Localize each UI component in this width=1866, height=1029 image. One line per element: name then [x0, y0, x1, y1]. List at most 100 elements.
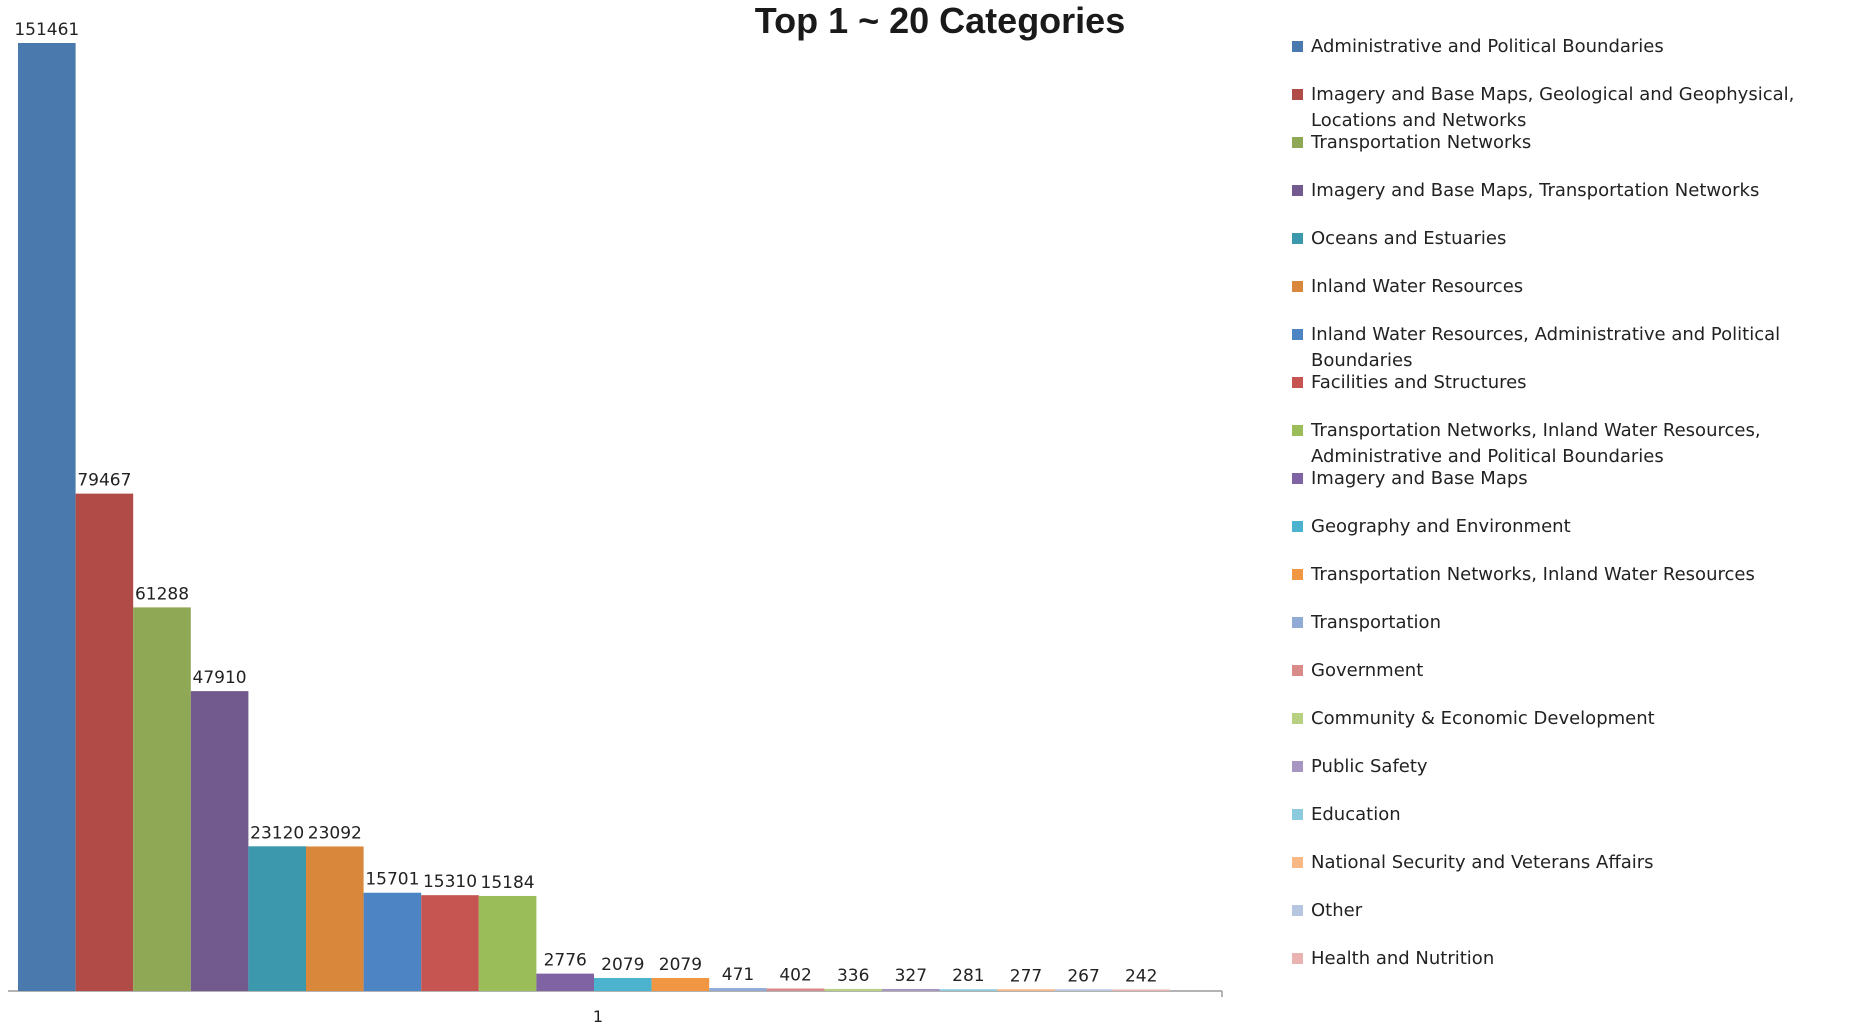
bar-value-label: 15184 — [481, 873, 535, 893]
bar-value-label: 277 — [1010, 966, 1042, 986]
chart-legend: Administrative and Political Boundaries I… — [1292, 34, 1862, 994]
legend-swatch — [1292, 569, 1303, 580]
legend-item: Inland Water Resources — [1292, 274, 1862, 300]
bar — [306, 846, 364, 991]
bar — [939, 989, 998, 991]
bar — [997, 989, 1055, 991]
legend-item: Education — [1292, 802, 1862, 828]
legend-swatch — [1292, 809, 1303, 820]
legend-swatch — [1292, 857, 1303, 868]
legend-swatch — [1292, 185, 1303, 196]
legend-label: Geography and Environment — [1311, 516, 1571, 537]
legend-item: Imagery and Base Maps, Transportation Ne… — [1292, 178, 1862, 204]
legend-swatch — [1292, 905, 1303, 916]
bar-value-label: 61288 — [135, 584, 189, 604]
legend-swatch — [1292, 41, 1303, 52]
bar — [363, 892, 422, 991]
legend-swatch — [1292, 281, 1303, 292]
bar-value-label: 2079 — [659, 955, 702, 975]
legend-label: Facilities and Structures — [1311, 372, 1527, 393]
legend-label: Government — [1311, 660, 1424, 681]
bar — [594, 977, 652, 991]
legend-label: National Security and Veterans Affairs — [1311, 852, 1654, 873]
legend-label: Imagery and Base Maps, Geological and Ge… — [1311, 84, 1795, 131]
legend-swatch — [1292, 425, 1303, 436]
legend-label: Administrative and Political Boundaries — [1311, 36, 1664, 57]
legend-swatch — [1292, 953, 1303, 964]
bar — [1054, 989, 1113, 991]
bar — [18, 43, 76, 991]
legend-swatch — [1292, 473, 1303, 484]
bar — [651, 977, 710, 991]
bar — [766, 988, 825, 991]
bar — [824, 988, 882, 991]
legend-item: Transportation — [1292, 610, 1862, 636]
legend-label: Transportation Networks, Inland Water Re… — [1311, 420, 1761, 467]
legend-label: Inland Water Resources — [1311, 276, 1524, 297]
legend-item: Facilities and Structures — [1292, 370, 1862, 396]
bar — [882, 988, 940, 991]
bar-value-label: 79467 — [77, 471, 131, 491]
bar — [536, 973, 594, 991]
legend-swatch — [1292, 377, 1303, 388]
legend-label: Imagery and Base Maps — [1311, 468, 1528, 489]
bar-value-label: 2776 — [544, 951, 587, 971]
legend-item: Health and Nutrition — [1292, 946, 1862, 972]
bar — [75, 493, 134, 991]
legend-swatch — [1292, 665, 1303, 676]
bar — [190, 691, 249, 991]
legend-item: Transportation Networks, Inland Water Re… — [1292, 418, 1862, 470]
legend-swatch — [1292, 617, 1303, 628]
legend-swatch — [1292, 329, 1303, 340]
legend-label: Health and Nutrition — [1311, 948, 1495, 969]
bar-value-label: 15701 — [365, 870, 419, 890]
bar — [421, 895, 479, 991]
bar-value-label: 267 — [1067, 966, 1099, 986]
legend-label: Transportation Networks — [1311, 132, 1532, 153]
legend-item: Transportation Networks, Inland Water Re… — [1292, 562, 1862, 588]
legend-label: Public Safety — [1311, 756, 1428, 777]
legend-swatch — [1292, 233, 1303, 244]
bar-value-label: 327 — [895, 966, 927, 986]
bar — [478, 895, 537, 991]
legend-label: Education — [1311, 804, 1401, 825]
bar — [1112, 989, 1170, 991]
chart-title: Top 1 ~ 20 Categories — [754, 0, 1126, 41]
legend-label: Transportation Networks, Inland Water Re… — [1311, 564, 1755, 585]
legend-item: Public Safety — [1292, 754, 1862, 780]
bar — [248, 846, 306, 991]
bar-value-label: 281 — [952, 966, 984, 986]
bar-value-label: 151461 — [14, 20, 79, 40]
legend-label: Transportation — [1311, 612, 1441, 633]
legend-label: Inland Water Resources, Administrative a… — [1311, 324, 1781, 371]
bar-value-label: 2079 — [601, 955, 644, 975]
bar-value-label: 402 — [779, 965, 811, 985]
legend-label: Other — [1311, 900, 1363, 921]
legend-item: Inland Water Resources, Administrative a… — [1292, 322, 1862, 374]
legend-swatch — [1292, 137, 1303, 148]
bar-value-label: 242 — [1125, 966, 1157, 986]
legend-item: Geography and Environment — [1292, 514, 1862, 540]
legend-item: Imagery and Base Maps, Geological and Ge… — [1292, 82, 1862, 134]
bar — [709, 988, 767, 991]
legend-item: Community & Economic Development — [1292, 706, 1862, 732]
bar-value-label: 23092 — [308, 823, 362, 843]
bar — [133, 607, 191, 991]
legend-item: National Security and Veterans Affairs — [1292, 850, 1862, 876]
legend-swatch — [1292, 713, 1303, 724]
bar-value-label: 336 — [837, 966, 869, 986]
legend-item: Administrative and Political Boundaries — [1292, 34, 1862, 60]
legend-label: Community & Economic Development — [1311, 708, 1655, 729]
legend-swatch — [1292, 761, 1303, 772]
legend-label: Imagery and Base Maps, Transportation Ne… — [1311, 180, 1760, 201]
legend-label: Oceans and Estuaries — [1311, 228, 1507, 249]
legend-swatch — [1292, 521, 1303, 532]
legend-item: Other — [1292, 898, 1862, 924]
legend-item: Imagery and Base Maps — [1292, 466, 1862, 492]
legend-item: Government — [1292, 658, 1862, 684]
legend-item: Transportation Networks — [1292, 130, 1862, 156]
bar-value-label: 471 — [722, 965, 754, 985]
bar-value-label: 47910 — [193, 668, 247, 688]
